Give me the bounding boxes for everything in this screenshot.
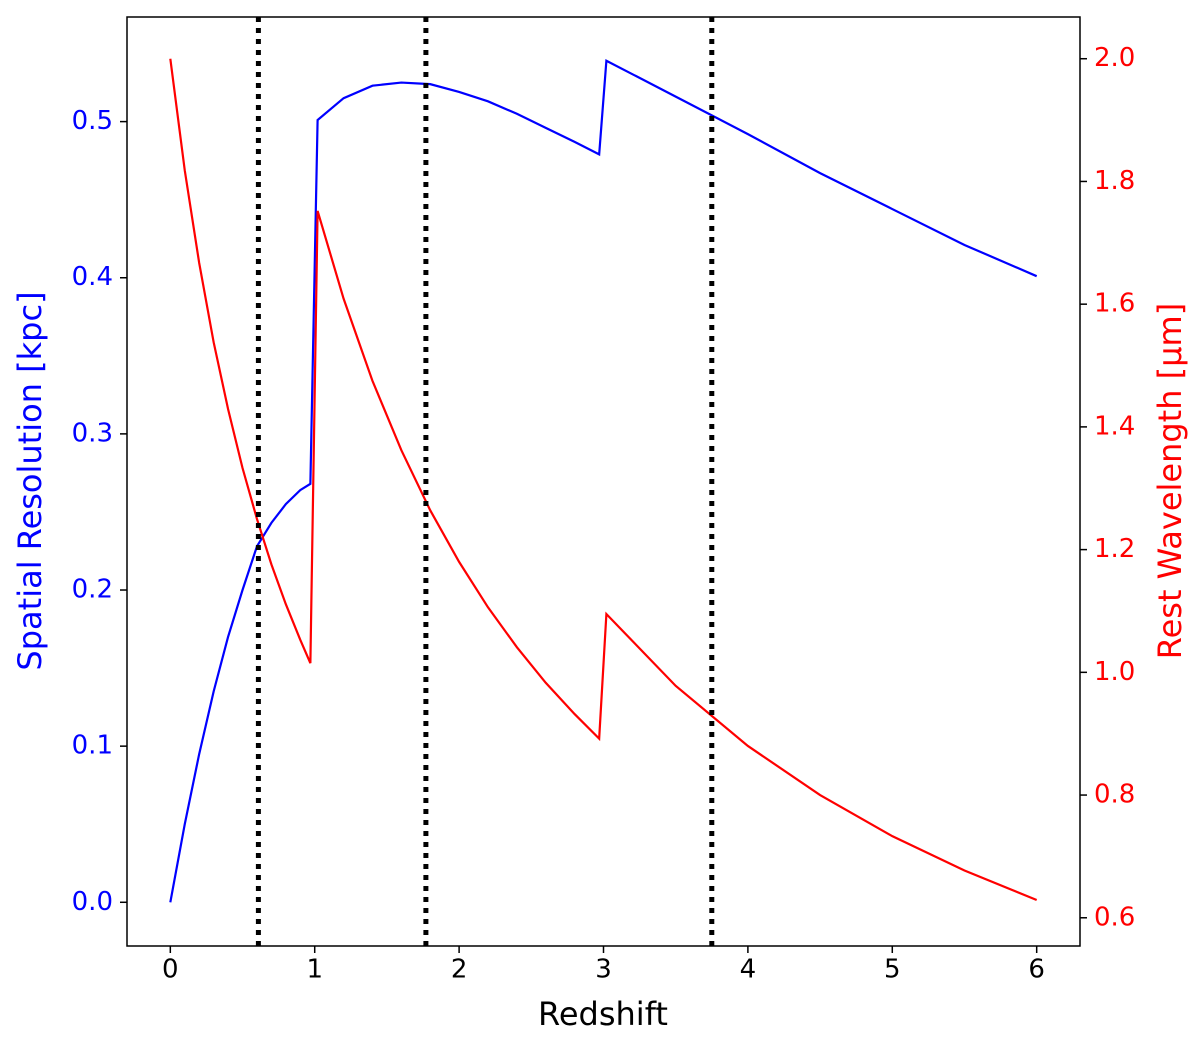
x-tick-label: 3	[595, 955, 612, 985]
y-tick-label: 0.1	[72, 731, 113, 761]
x-tick-label: 2	[451, 955, 468, 985]
x-tick-label: 1	[306, 955, 323, 985]
y2-tick-label: 0.8	[1094, 780, 1135, 810]
series-line	[169, 58, 1038, 901]
y-tick-label: 0.5	[72, 106, 113, 136]
y-tick-label: 0.4	[72, 262, 113, 292]
y2-tick-label: 2.0	[1094, 43, 1135, 73]
plot-frame	[126, 16, 1081, 947]
y2-tick-label: 1.4	[1094, 411, 1135, 441]
y2-tick-label: 1.8	[1094, 166, 1135, 196]
x-tick-label: 5	[884, 955, 901, 985]
y2-tick-label: 1.0	[1094, 657, 1135, 687]
y-tick-label: 0.3	[72, 418, 113, 448]
y-axis-label: Spatial Resolution [kpc]	[11, 291, 49, 670]
x-tick-label: 4	[740, 955, 757, 985]
y2-tick-label: 0.6	[1094, 902, 1135, 932]
x-tick-label: 6	[1028, 955, 1045, 985]
y-tick-label: 0.0	[72, 887, 113, 917]
y2-axis-label: Rest Wavelength [μm]	[1151, 303, 1189, 659]
y2-tick-label: 1.2	[1094, 534, 1135, 564]
x-tick-label: 0	[162, 955, 179, 985]
x-axis-label: Redshift	[538, 995, 668, 1033]
y2-tick-label: 1.6	[1094, 289, 1135, 319]
series-line	[169, 58, 1038, 903]
y-tick-label: 0.2	[72, 575, 113, 605]
